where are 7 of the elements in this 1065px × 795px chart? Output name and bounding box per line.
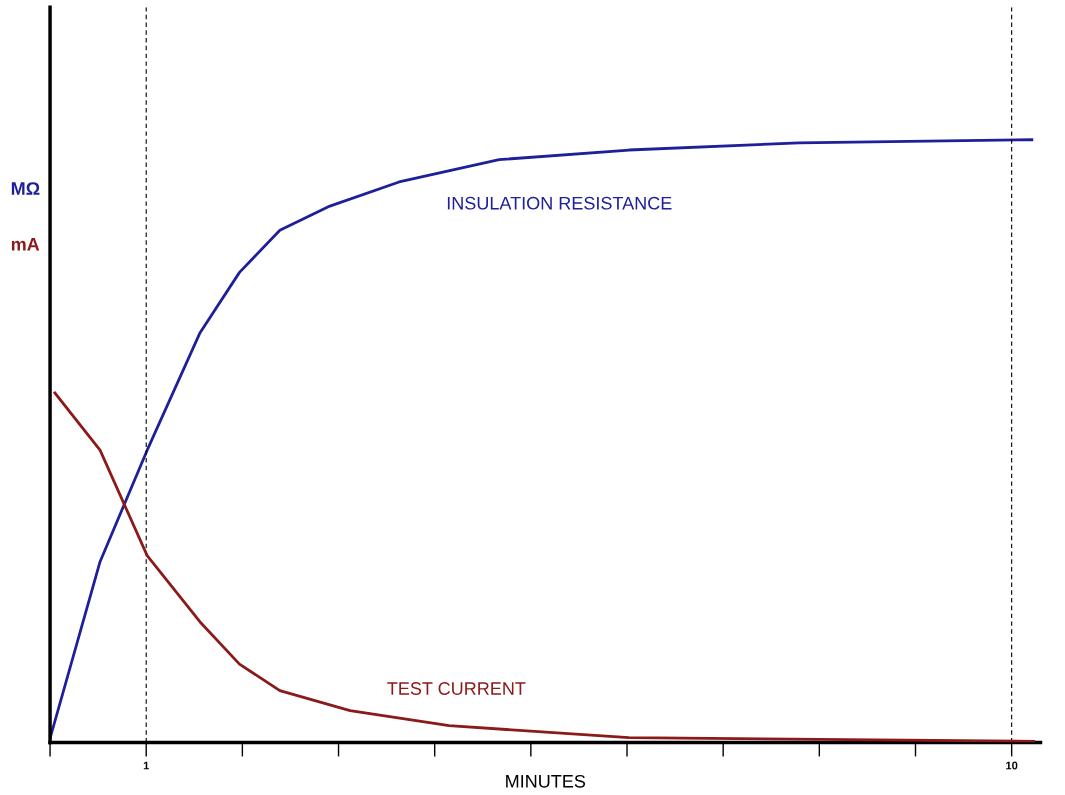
y-axis-title: MΩ xyxy=(11,182,40,195)
x-axis-title: MINUTES xyxy=(506,774,586,788)
x-tick-label: 10 xyxy=(1006,761,1018,770)
series-label: INSULATION RESISTANCE xyxy=(447,196,672,210)
series-label: TEST CURRENT xyxy=(387,682,526,695)
x-tick-label: 1 xyxy=(143,761,149,770)
y2-axis-title: mA xyxy=(11,238,40,251)
